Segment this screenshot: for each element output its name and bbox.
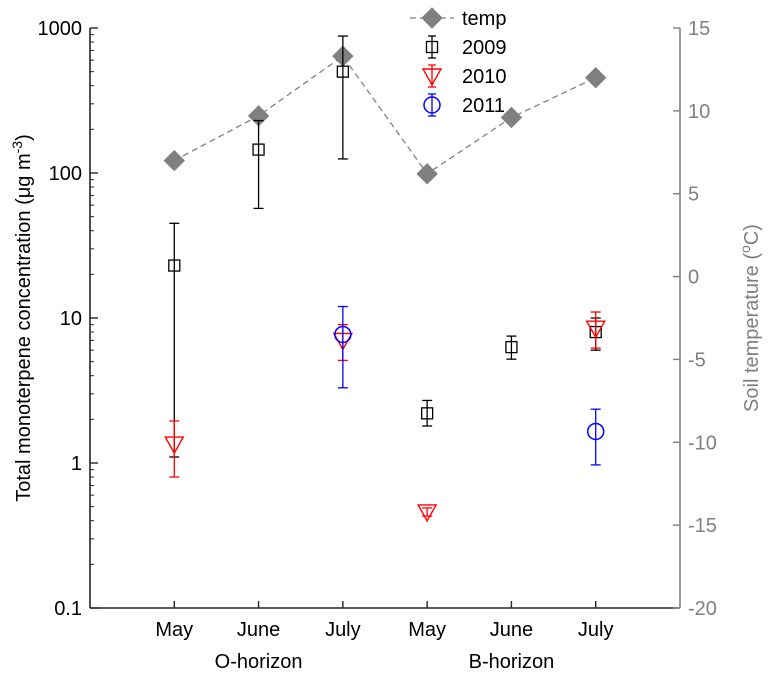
point-2011 [586, 422, 605, 441]
point-2011 [334, 325, 352, 344]
series-2010 [164, 311, 606, 523]
legend-entry-temp: temp [410, 7, 506, 30]
y-left-tick-label: 0.1 [54, 598, 82, 620]
y-right-tick-label: 5 [688, 184, 699, 206]
y-left-tick-label: 1 [71, 453, 82, 475]
y-right-tick-label: 10 [688, 101, 710, 123]
y-left-tick-label: 10 [60, 308, 82, 330]
x-tick-label: May [408, 619, 446, 641]
x-tick-label: July [578, 619, 614, 641]
point-temp [500, 106, 523, 129]
series-2009 [168, 35, 602, 458]
series-temp [163, 45, 607, 185]
point-2010 [585, 320, 606, 339]
y-right-tick-label: 0 [688, 267, 699, 289]
point-2010 [416, 504, 438, 523]
legend-entry-2009: 2009 [425, 35, 507, 59]
legend-marker [425, 40, 439, 54]
legend-label: temp [462, 8, 506, 30]
axes: 0.1 1 10 100 1000 -20 -15 -10 -5 0 5 10 15 May June Jul… [9, 18, 763, 673]
point-temp [163, 149, 185, 172]
legend-label: 2010 [462, 66, 507, 88]
x-group-label: B-horizon [469, 651, 555, 673]
y-axis-left-title: Total monoterpene concentration (μg m-3) [9, 134, 35, 502]
x-tick-label: July [325, 619, 361, 641]
y-right-tick-label: -10 [688, 432, 717, 454]
legend-entry-2010: 2010 [421, 64, 507, 88]
x-tick-label: May [155, 619, 193, 641]
point-2009 [252, 143, 265, 156]
legend-marker [421, 68, 443, 87]
y-axis-right-title: Soil temperature (oC) [737, 224, 763, 412]
y-right-tick-label: -20 [688, 598, 717, 620]
x-tick-label: June [490, 619, 533, 641]
point-temp [585, 67, 607, 89]
legend-marker [421, 7, 443, 29]
x-tick-label: June [237, 619, 280, 641]
legend: temp 2009 2010 2011 [410, 7, 507, 117]
legend-marker [423, 96, 441, 114]
y-right-tick-label: -5 [688, 349, 706, 371]
x-group-label: O-horizon [215, 651, 303, 673]
y-right-tick-label: 15 [688, 18, 710, 40]
point-2010 [164, 436, 185, 455]
point-temp [416, 163, 438, 185]
y-left-tick-label: 100 [49, 163, 82, 185]
point-2009 [336, 65, 350, 78]
legend-entry-2011: 2011 [423, 93, 505, 117]
y-right-tick-label: -15 [688, 515, 717, 537]
point-2009 [420, 407, 434, 420]
legend-label: 2009 [462, 37, 507, 59]
series-2011 [334, 305, 605, 466]
point-2009 [505, 340, 518, 354]
plot-area [163, 35, 607, 523]
series-line-temp [173, 55, 596, 175]
legend-label: 2011 [462, 95, 505, 117]
y-left-tick-label: 1000 [38, 18, 83, 40]
point-2009 [168, 259, 181, 272]
